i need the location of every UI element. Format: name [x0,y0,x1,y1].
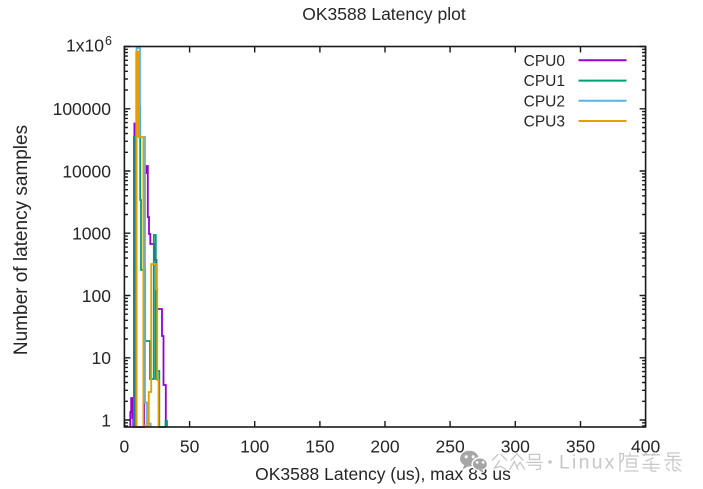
svg-text:10: 10 [92,348,112,368]
svg-text:CPU1: CPU1 [524,73,565,90]
svg-text:Linux: Linux [559,452,617,474]
svg-text:250: 250 [435,437,464,457]
svg-text:OK3588 Latency (us), max 83 us: OK3588 Latency (us), max 83 us [255,464,511,484]
svg-text:CPU2: CPU2 [524,93,565,110]
svg-text:CPU3: CPU3 [524,114,565,131]
svg-text:10000: 10000 [62,161,111,181]
svg-text:400: 400 [631,437,660,457]
svg-text:150: 150 [305,437,334,457]
svg-text:CPU0: CPU0 [524,53,566,70]
svg-text:6: 6 [105,34,112,48]
svg-text:1000: 1000 [72,224,111,244]
svg-text:100: 100 [82,286,111,306]
svg-text:0: 0 [120,437,130,457]
svg-text:1x10: 1x10 [66,36,104,56]
svg-text:350: 350 [566,437,595,457]
svg-text:Number of latency samples: Number of latency samples [11,125,32,355]
svg-text:OK3588 Latency plot: OK3588 Latency plot [302,4,466,24]
svg-text:100000: 100000 [53,99,112,119]
svg-text:100: 100 [240,437,269,457]
svg-text:50: 50 [180,437,200,457]
svg-text:300: 300 [501,437,530,457]
svg-text:200: 200 [370,437,399,457]
svg-text:1: 1 [101,410,111,430]
